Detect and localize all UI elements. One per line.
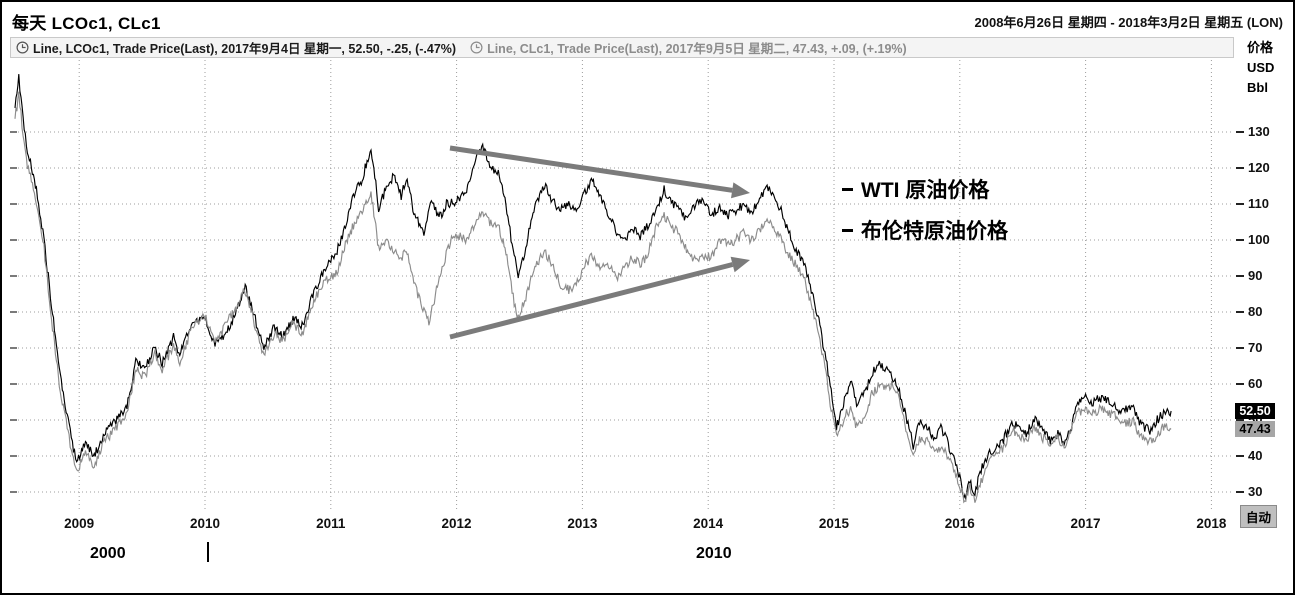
tick-mark (1236, 454, 1244, 457)
y-axis-title-bbl: Bbl (1247, 80, 1268, 95)
y-axis-tick: 130 (1236, 124, 1270, 139)
x-axis-tick: 2013 (567, 516, 598, 531)
chart-title: 每天 LCOc1, CLc1 (12, 14, 161, 33)
last-price-badge-wti: 47.43 (1235, 421, 1275, 438)
y-axis-tick: 120 (1236, 160, 1270, 175)
y-axis-tick-label: 130 (1248, 124, 1270, 139)
series-line-brent (14, 74, 1172, 500)
x-axis-tick: 2009 (64, 516, 95, 531)
y-axis-title-price: 价格 (1247, 40, 1274, 55)
footnote-divider (207, 542, 209, 562)
y-axis-tick-label: 110 (1248, 196, 1269, 211)
y-axis-tick-label: 60 (1248, 376, 1263, 391)
tick-mark (1236, 310, 1244, 313)
y-axis-tick-label: 70 (1248, 340, 1263, 355)
footnote-2010: 2010 (696, 545, 732, 562)
legend-label-clc1: Line, CLc1, Trade Price(Last), 2017年9月5日… (487, 42, 907, 56)
tick-mark (1236, 346, 1244, 349)
annotation-brent-label: 布伦特原油价格 (861, 220, 1008, 243)
price-chart[interactable] (10, 60, 1234, 512)
legend-item-clc1[interactable]: Line, CLc1, Trade Price(Last), 2017年9月5日… (470, 38, 907, 57)
tick-mark (1236, 238, 1244, 241)
y-axis-tick: 40 (1236, 448, 1262, 463)
clock-icon (470, 41, 483, 54)
tick-mark (1236, 202, 1244, 205)
tick-dash-icon (842, 228, 853, 232)
y-axis-tick: 80 (1236, 304, 1262, 319)
legend-item-lcoc1[interactable]: Line, LCOc1, Trade Price(Last), 2017年9月4… (16, 38, 456, 57)
annotation-brent: 布伦特原油价格 (842, 215, 1008, 245)
x-axis-tick: 2011 (316, 516, 346, 531)
footnote-2000: 2000 (90, 545, 126, 562)
x-axis-tick: 2015 (818, 516, 849, 531)
series-line-wti (14, 91, 1172, 504)
tick-mark (1236, 274, 1244, 277)
y-axis-tick: 70 (1236, 340, 1262, 355)
y-axis-tick-label: 80 (1248, 304, 1263, 319)
x-axis-tick: 2014 (693, 516, 724, 531)
y-axis-title: 价格 USD Bbl (1247, 38, 1274, 98)
x-axis-tick: 2018 (1196, 516, 1227, 531)
y-axis-tick-label: 120 (1248, 160, 1270, 175)
y-axis-tick-label: 100 (1248, 232, 1270, 247)
tick-dash-icon (842, 187, 853, 191)
tick-mark (1236, 130, 1244, 133)
last-price-badge-brent: 52.50 (1235, 403, 1275, 419)
y-axis-tick: 110 (1236, 196, 1269, 211)
legend-bar: Line, LCOc1, Trade Price(Last), 2017年9月4… (10, 37, 1234, 58)
x-axis-tick: 2016 (944, 516, 975, 531)
y-axis-tick-label: 90 (1248, 268, 1263, 283)
annotation-wti: WTI 原油价格 (842, 174, 989, 204)
y-axis-tick: 60 (1236, 376, 1262, 391)
trend-arrow (449, 262, 734, 340)
x-axis-tick: 2012 (441, 516, 472, 531)
y-axis-tick: 30 (1236, 484, 1262, 499)
annotation-wti-label: WTI 原油价格 (861, 179, 990, 202)
y-axis-title-usd: USD (1247, 60, 1275, 75)
x-axis-tick: 2017 (1070, 516, 1101, 531)
y-axis-tick-label: 30 (1248, 484, 1263, 499)
trend-arrow-head (731, 182, 750, 199)
clock-icon (16, 41, 29, 54)
y-axis-tick: 100 (1236, 232, 1270, 247)
tick-mark (1236, 382, 1244, 385)
legend-label-lcoc1: Line, LCOc1, Trade Price(Last), 2017年9月4… (33, 42, 457, 56)
auto-scale-button[interactable]: 自动 (1240, 505, 1278, 528)
trend-arrow (449, 145, 733, 193)
date-range: 2008年6月26日 星期四 - 2018年3月2日 星期五 (LON) (974, 15, 1283, 30)
y-axis-tick-label: 40 (1248, 448, 1263, 463)
x-axis-tick: 2010 (189, 516, 220, 531)
y-axis-tick: 90 (1236, 268, 1262, 283)
trend-arrow-head (730, 256, 750, 273)
tick-mark (1236, 166, 1244, 169)
tick-mark (1236, 490, 1244, 493)
